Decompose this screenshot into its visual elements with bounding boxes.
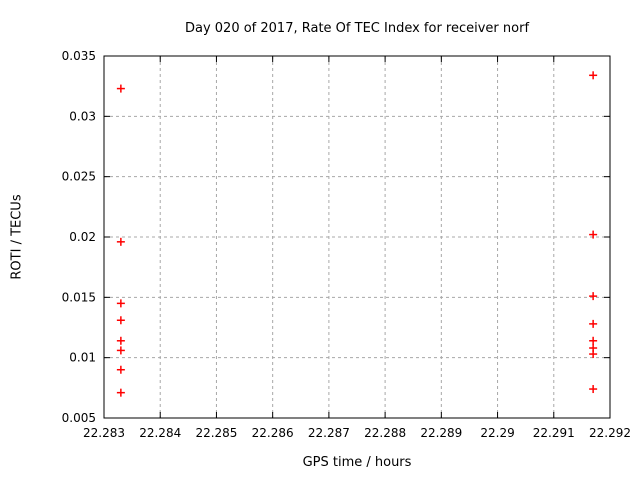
y-tick-label: 0.03 [69,109,96,123]
y-tick-label: 0.035 [62,49,96,63]
x-tick-label: 22.288 [364,426,406,440]
x-tick-label: 22.292 [589,426,631,440]
x-tick-label: 22.289 [420,426,462,440]
y-tick-label: 0.01 [69,351,96,365]
x-tick-label: 22.284 [139,426,181,440]
x-tick-label: 22.283 [83,426,125,440]
y-tick-label: 0.02 [69,230,96,244]
x-axis-title: GPS time / hours [302,455,412,470]
x-tick-label: 22.285 [195,426,237,440]
x-tick-label: 22.291 [533,426,575,440]
x-tick-label: 22.286 [252,426,294,440]
y-tick-label: 0.025 [62,170,96,184]
x-tick-label: 22.287 [308,426,350,440]
chart-title: Day 020 of 2017, Rate Of TEC Index for r… [184,21,530,36]
x-tick-label: 22.29 [480,426,514,440]
y-tick-label: 0.015 [62,290,96,304]
y-tick-label: 0.005 [62,411,96,425]
